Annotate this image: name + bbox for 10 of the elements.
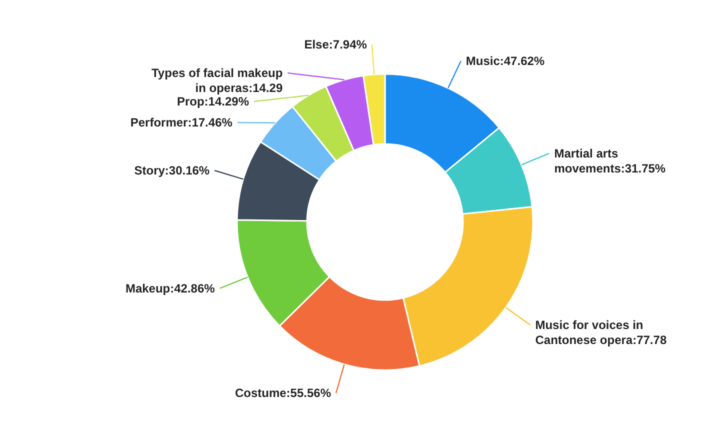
slice-label: Costume:55.56% (234, 386, 332, 400)
slice-label: Else:7.94% (304, 37, 368, 52)
slice-label: Performer:17.46% (130, 115, 233, 130)
slice-label: Story:30.16% (134, 164, 210, 178)
slice-label: Music:47.62% (466, 54, 545, 68)
slice-label: Martial arts movements:31.75% (554, 146, 666, 176)
slice-label: Types of facial makeup in operas:14.29 (151, 66, 283, 95)
slice-label: Music for voices in Cantonese opera:77.78 (535, 318, 667, 347)
slice-label: Prop:14.29% (176, 94, 250, 108)
slice-label: Makeup:42.86% (125, 281, 216, 296)
